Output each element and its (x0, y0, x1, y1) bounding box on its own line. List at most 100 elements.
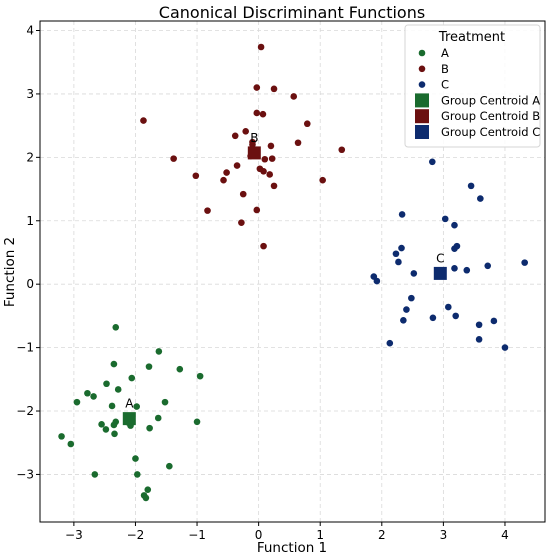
legend-item: Group Centroid A (415, 93, 540, 108)
data-point-b (303, 120, 311, 128)
data-point-b (319, 176, 326, 184)
y-tick-label: −2 (16, 404, 34, 418)
y-tick: 2 (26, 150, 40, 164)
x-tick-label: −1 (188, 528, 206, 542)
data-point-c (398, 244, 405, 252)
data-point-b (192, 172, 200, 180)
data-point-b (140, 117, 147, 124)
legend-marker-square (415, 125, 429, 139)
data-point-a (193, 418, 201, 426)
legend-item: Group Centroid B (415, 109, 540, 124)
y-tick-label: 4 (26, 24, 34, 38)
x-tick-label: 3 (440, 528, 448, 542)
y-tick-label: 0 (26, 277, 34, 291)
legend-item: B (418, 62, 449, 76)
legend-marker-dot (418, 81, 426, 88)
centroid-marker-b (247, 146, 261, 160)
centroid-marker-c (433, 266, 447, 280)
data-point-c (463, 266, 471, 274)
data-point-c (467, 182, 475, 190)
data-point-a (132, 455, 139, 462)
data-point-c (475, 321, 483, 329)
grid-lines (40, 21, 545, 522)
data-point-a (111, 430, 118, 438)
centroid-label-a: A (125, 397, 134, 411)
data-point-b (257, 43, 265, 51)
legend-label: A (441, 46, 449, 60)
legend-item: A (418, 46, 449, 60)
data-point-b (267, 142, 275, 150)
data-point-a (67, 440, 75, 448)
data-point-b (170, 155, 177, 162)
data-point-b (268, 155, 276, 162)
y-tick: 3 (26, 87, 40, 101)
data-point-a (91, 471, 99, 478)
y-tick-label: 3 (26, 87, 34, 101)
data-point-b (223, 169, 230, 176)
data-point-c (392, 250, 400, 258)
data-point-c (373, 277, 381, 285)
data-points (58, 43, 528, 502)
y-tick: 1 (26, 214, 40, 228)
data-point-a (134, 471, 141, 478)
data-point-a (161, 398, 169, 406)
data-point-a (110, 360, 118, 368)
x-tick-label: −2 (127, 528, 145, 542)
y-tick: 4 (26, 24, 40, 38)
data-point-a (98, 421, 105, 428)
data-point-c (428, 158, 436, 166)
data-point-c (453, 242, 461, 250)
data-point-c (452, 312, 460, 320)
data-point-c (400, 317, 407, 324)
x-tick: −2 (127, 522, 145, 542)
y-tick: −2 (16, 404, 40, 418)
data-point-c (477, 195, 484, 202)
data-point-c (408, 294, 415, 302)
data-point-a (84, 389, 91, 397)
data-point-a (196, 372, 204, 380)
data-point-b (266, 171, 274, 178)
data-point-b (270, 182, 278, 190)
legend-label: Group Centroid B (441, 109, 540, 123)
data-point-a (58, 433, 65, 440)
data-point-c (410, 270, 418, 277)
data-point-b (238, 219, 245, 226)
legend-marker-dot (418, 49, 426, 57)
legend-label: Group Centroid C (441, 125, 540, 139)
y-tick-label: −1 (16, 341, 34, 355)
data-point-b (260, 242, 267, 250)
data-point-b (294, 139, 302, 147)
data-point-c (395, 258, 402, 266)
data-point-a (155, 348, 163, 355)
legend-frame (404, 24, 541, 148)
data-point-a (90, 393, 97, 400)
data-point-b (204, 207, 211, 214)
data-point-a (110, 421, 118, 429)
data-point-b (261, 155, 269, 163)
data-point-b (249, 141, 256, 148)
x-axis-label: Function 1 (257, 540, 327, 555)
data-point-c (403, 306, 410, 313)
legend-label: B (441, 62, 449, 76)
legend-marker-dot (418, 65, 426, 73)
data-point-c (445, 303, 452, 311)
data-point-a (112, 324, 120, 331)
y-tick-label: −3 (16, 467, 34, 481)
plot-frame (39, 20, 546, 523)
x-tick: 0 (255, 522, 262, 542)
legend-item: Group Centroid C (415, 125, 540, 139)
centroid-markers: A B C (122, 131, 447, 426)
data-point-b (231, 132, 239, 140)
data-point-c (398, 211, 406, 218)
data-point-b (259, 110, 267, 118)
centroid-label-c: C (436, 251, 444, 265)
x-tick: 3 (440, 522, 448, 542)
y-tick-label: 1 (26, 214, 34, 228)
data-point-c (386, 339, 394, 347)
x-tick: −1 (188, 522, 206, 542)
y-tick-label: 2 (26, 150, 34, 164)
data-point-a (108, 402, 116, 410)
data-point-c (521, 259, 528, 266)
